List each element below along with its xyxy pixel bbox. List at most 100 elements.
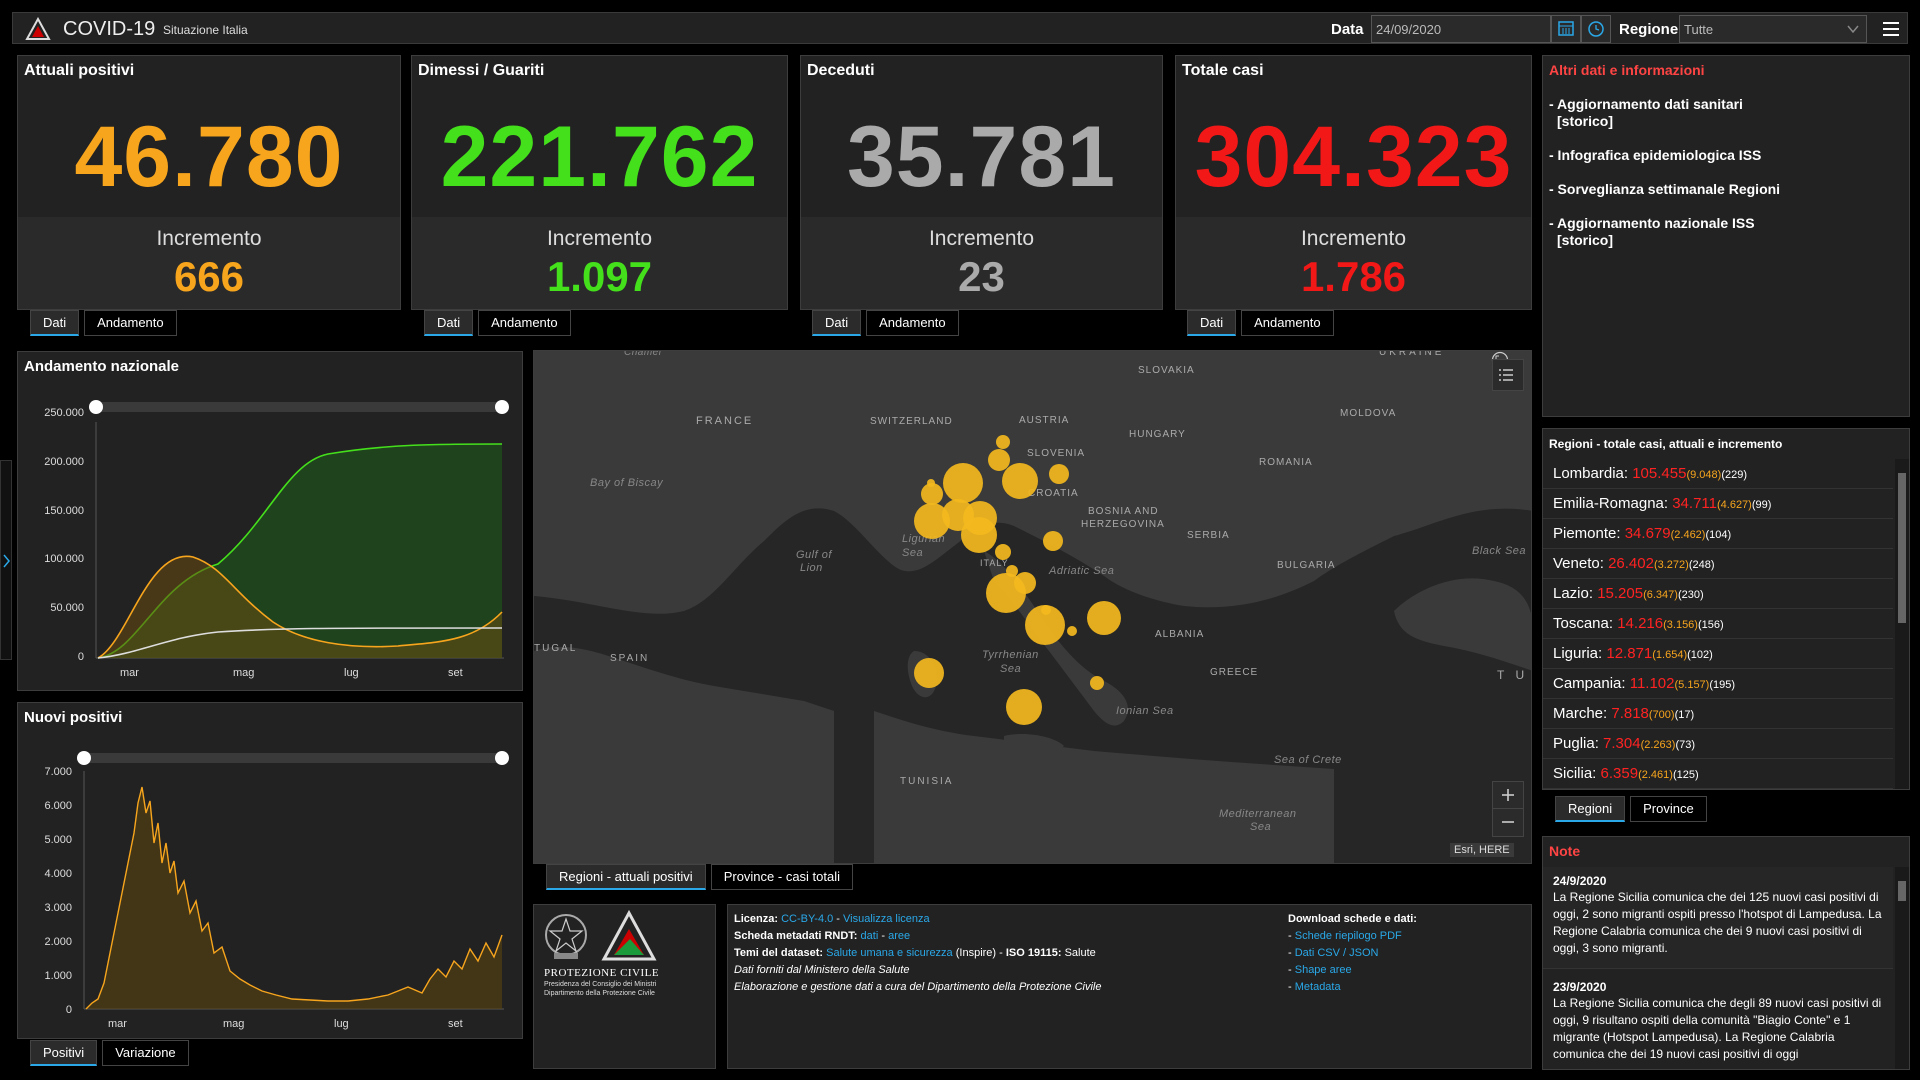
info-link-iss[interactable]: - Aggiornamento nazionale ISS xyxy=(1549,215,1755,231)
list-item[interactable]: Emilia-Romagna: 34.711(4.627)(99) xyxy=(1543,489,1893,519)
calendar-button[interactable] xyxy=(1551,15,1581,43)
slider-handle-left[interactable] xyxy=(77,751,91,765)
map-panel[interactable]: FRANCE SWITZERLAND AUSTRIA SLOVENIA HUNG… xyxy=(533,350,1532,864)
zoom-in-button[interactable] xyxy=(1493,782,1523,809)
y-tick: 4.000 xyxy=(44,868,72,880)
region-bubble[interactable] xyxy=(995,544,1011,560)
tab-dati[interactable]: Dati xyxy=(424,310,474,336)
scrollbar-thumb[interactable] xyxy=(1898,473,1906,623)
list-item[interactable]: Marche: 7.818(700)(17) xyxy=(1543,699,1893,729)
tab-dati[interactable]: Dati xyxy=(812,310,862,336)
date-input[interactable]: 24/09/2020 xyxy=(1371,15,1551,43)
region-bubble[interactable] xyxy=(1067,626,1077,636)
tab-positivi[interactable]: Positivi xyxy=(30,1040,98,1066)
map-label: SLOVENIA xyxy=(1027,448,1086,459)
list-item[interactable]: Lazio: 15.205(6.347)(230) xyxy=(1543,579,1893,609)
notes-scrollbar[interactable] xyxy=(1895,867,1909,1069)
list-item[interactable]: Toscana: 14.216(3.156)(156) xyxy=(1543,609,1893,639)
sea-label: Lion xyxy=(800,562,823,574)
sea-label: Gulf of xyxy=(796,549,832,561)
region-bubble[interactable] xyxy=(1087,601,1121,635)
region-bubble[interactable] xyxy=(943,463,983,503)
region-bubble[interactable] xyxy=(1025,605,1065,645)
download-pdf-link[interactable]: Schede riepilogo PDF xyxy=(1294,930,1402,942)
list-item[interactable]: Piemonte: 34.679(2.462)(104) xyxy=(1543,519,1893,549)
region-bubble[interactable] xyxy=(961,517,997,553)
protezione-civile-emblem-icon xyxy=(601,909,657,961)
scrollbar-thumb[interactable] xyxy=(1898,881,1906,901)
kpi-value: 304.323 xyxy=(1194,109,1513,205)
license-link[interactable]: CC-BY-4.0 xyxy=(781,913,834,925)
info-link-sorveglianza[interactable]: - Sorveglianza settimanale Regioni xyxy=(1549,181,1781,197)
download-metadata-link[interactable]: Metadata xyxy=(1294,981,1341,993)
list-item[interactable]: Sicilia: 6.359(2.461)(125) xyxy=(1543,759,1893,789)
tab-dati[interactable]: Dati xyxy=(1187,310,1237,336)
tab-province[interactable]: Province xyxy=(1630,796,1707,822)
time-range-slider[interactable] xyxy=(84,753,504,763)
iso-value: Salute xyxy=(1061,947,1096,959)
region-bubble[interactable] xyxy=(996,435,1010,449)
national-trend-panel: Andamento nazionale 250.000 200.000 150.… xyxy=(17,351,523,691)
slider-handle-left[interactable] xyxy=(89,400,103,414)
daily-line xyxy=(85,786,503,1010)
region-active: (2.462) xyxy=(1670,529,1706,541)
tab-variazione[interactable]: Variazione xyxy=(102,1040,189,1066)
region-bubble[interactable] xyxy=(921,483,943,505)
info-link-infografica[interactable]: - Infografica epidemiologica ISS xyxy=(1549,147,1762,163)
regions-scrollbar[interactable] xyxy=(1895,459,1909,789)
region-increment: (229) xyxy=(1721,469,1747,481)
region-bubble[interactable] xyxy=(1002,463,1038,499)
x-tick: set xyxy=(448,1018,463,1030)
info-link-storico-iss[interactable]: [storico] xyxy=(1557,232,1613,248)
region-name: Liguria: xyxy=(1553,645,1603,662)
side-collapse-handle[interactable] xyxy=(0,460,12,660)
clock-button[interactable] xyxy=(1581,15,1611,43)
slider-handle-right[interactable] xyxy=(495,751,509,765)
list-item[interactable]: Lombardia: 105.455(9.048)(229) xyxy=(1543,459,1893,489)
y-tick: 100.000 xyxy=(44,553,84,565)
region-select[interactable]: Tutte xyxy=(1679,15,1867,43)
tab-dati[interactable]: Dati xyxy=(30,310,80,336)
info-link-storico[interactable]: [storico] xyxy=(1557,113,1613,129)
tab-andamento[interactable]: Andamento xyxy=(84,310,177,336)
view-license-link[interactable]: Visualizza licenza xyxy=(843,913,930,925)
map-label: TUGAL xyxy=(534,643,578,654)
list-item[interactable]: Liguria: 12.871(1.654)(102) xyxy=(1543,639,1893,669)
sea-label: Bay of Biscay xyxy=(590,477,664,489)
region-bubble[interactable] xyxy=(986,573,1026,613)
region-active: (2.461) xyxy=(1638,769,1673,781)
info-link-dati-sanitari[interactable]: - Aggiornamento dati sanitari xyxy=(1549,96,1743,112)
map-label: CROATIA xyxy=(1028,488,1079,499)
map-label: ALBANIA xyxy=(1155,629,1205,640)
tab-regioni-attuali[interactable]: Regioni - attuali positivi xyxy=(546,864,706,890)
tab-andamento[interactable]: Andamento xyxy=(866,310,959,336)
region-bubble[interactable] xyxy=(988,449,1010,471)
region-bubble[interactable] xyxy=(1049,464,1069,484)
notes-panel: Note 24/9/2020 La Regione Sicilia comuni… xyxy=(1542,836,1910,1070)
download-csv-link[interactable]: Dati CSV / JSON xyxy=(1294,947,1379,959)
kpi-increment-box: Incremento 1.786 xyxy=(1176,217,1531,309)
region-bubble[interactable] xyxy=(1006,689,1042,725)
logo-panel: PROTEZIONE CIVILE Presidenza del Consigl… xyxy=(533,904,716,1069)
region-bubble[interactable] xyxy=(1043,531,1063,551)
time-range-slider[interactable] xyxy=(96,402,502,412)
list-item[interactable]: Veneto: 26.402(3.272)(248) xyxy=(1543,549,1893,579)
themes-link[interactable]: Salute umana e sicurezza xyxy=(826,947,953,959)
legend-button[interactable] xyxy=(1492,359,1524,391)
metadata-aree-link[interactable]: aree xyxy=(888,930,911,942)
region-total: 14.216 xyxy=(1617,615,1664,632)
menu-button[interactable] xyxy=(1878,17,1904,41)
slider-handle-right[interactable] xyxy=(495,400,509,414)
tab-andamento[interactable]: Andamento xyxy=(1241,310,1334,336)
tab-andamento[interactable]: Andamento xyxy=(478,310,571,336)
metadata-dati-link[interactable]: dati xyxy=(860,930,879,942)
download-shape-link[interactable]: Shape aree xyxy=(1294,964,1352,976)
tab-province-totali[interactable]: Province - casi totali xyxy=(710,864,854,890)
list-item[interactable]: Campania: 11.102(5.157)(195) xyxy=(1543,669,1893,699)
region-bubble[interactable] xyxy=(1090,676,1104,690)
tab-regioni[interactable]: Regioni xyxy=(1555,796,1626,822)
list-item[interactable]: Puglia: 7.304(2.263)(73) xyxy=(1543,729,1893,759)
x-tick: lug xyxy=(344,667,359,679)
zoom-out-button[interactable] xyxy=(1493,809,1523,836)
region-bubble[interactable] xyxy=(914,658,944,688)
